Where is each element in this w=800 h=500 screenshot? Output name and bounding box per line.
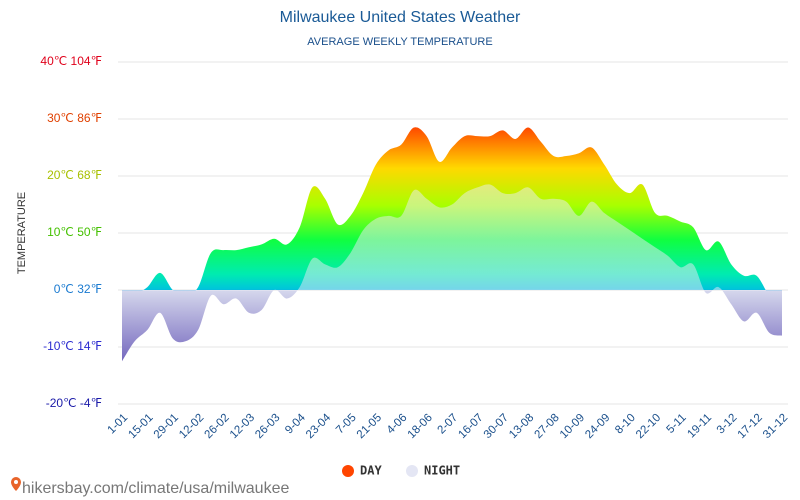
x-tick-label: 12-02 [177,412,206,441]
x-tick-label: 21-05 [355,412,384,441]
x-tick-label: 23-04 [304,411,334,441]
area [122,184,782,362]
y-tick-label: -20℃ -4℉ [46,396,102,410]
y-tick-label: 30℃ 86℉ [47,111,102,125]
legend-label: DAY [360,464,382,478]
y-tick-label: 0℃ 32℉ [54,282,102,296]
y-tick-label: 10℃ 50℉ [47,225,102,239]
chart-title: Milwaukee United States Weather [280,9,521,26]
x-tick-label: 10-09 [558,412,587,441]
y-tick-label: 40℃ 104℉ [40,54,102,68]
x-tick-label: 15-01 [126,412,155,441]
legend-swatch [342,465,354,477]
x-tick-label: 13-08 [507,412,536,441]
x-tick-label: 24-09 [583,412,612,441]
x-tick-label: 26-03 [253,412,282,441]
x-tick-label: 31-12 [761,412,790,441]
x-tick-label: 22-10 [634,412,663,441]
x-tick-label: 30-07 [482,412,511,441]
x-tick-label: 29-01 [152,412,181,441]
x-tick-label: 18-06 [406,412,435,441]
y-tick-label: 20℃ 68℉ [47,168,102,182]
y-tick-label: -10℃ 14℉ [43,339,102,353]
x-tick-label: 12-03 [228,412,257,441]
legend: DAY NIGHT [342,464,460,478]
footer: hikersbay.com/climate/usa/milwaukee [11,477,289,497]
pin-dot [14,480,18,484]
source: hikersbay.com/climate/usa/milwaukee [22,480,289,497]
x-tick-label: 19-11 [685,412,714,441]
x-tick-label: 26-02 [203,412,232,441]
legend-swatch [406,465,418,477]
y-axis-label: TEMPERATURE [16,192,28,274]
chart-subtitle: AVERAGE WEEKLY TEMPERATURE [307,36,492,48]
legend-label: NIGHT [424,464,460,478]
x-tick-label: 27-08 [533,412,562,441]
x-tick-label: 16-07 [456,412,485,441]
x-tick-label: 17-12 [736,412,765,441]
